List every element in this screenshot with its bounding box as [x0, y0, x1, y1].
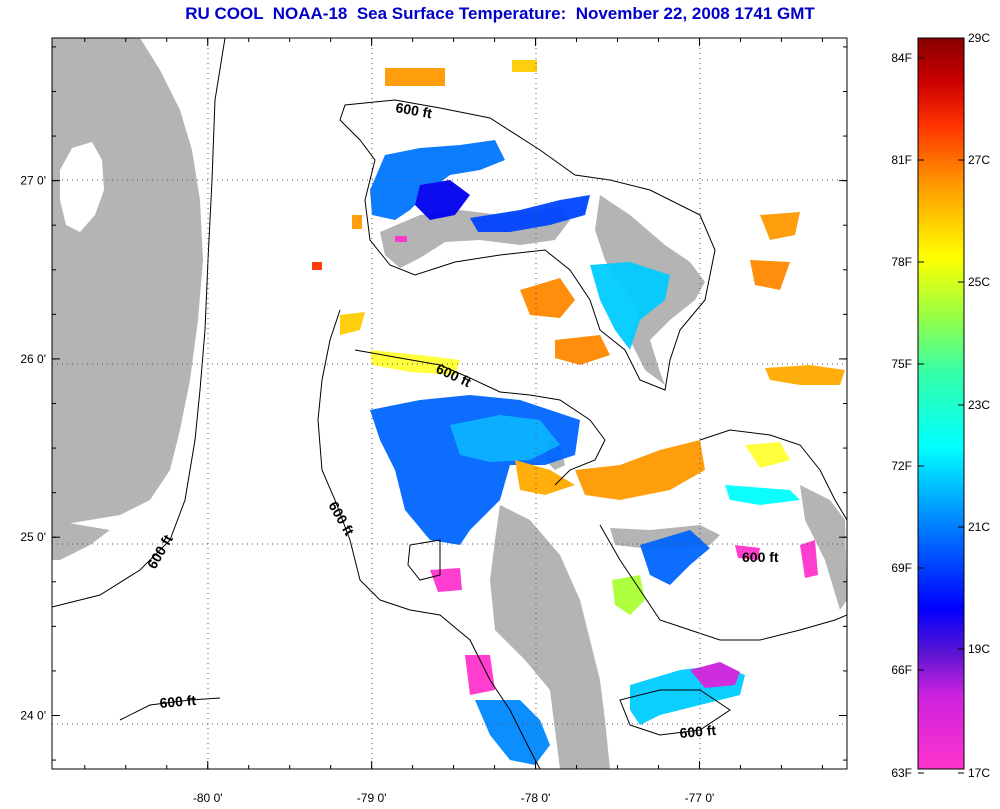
colorbar-f-label: 66F: [891, 663, 912, 677]
sst-patch: [765, 365, 845, 385]
colorbar-c-label: 29C: [968, 31, 990, 45]
sst-patch: [430, 568, 462, 592]
contour-line: [619, 689, 731, 736]
lon-tick-label: -77 0': [685, 791, 715, 805]
map-title: RU COOL NOAA-18 Sea Surface Temperature:…: [185, 4, 815, 23]
sst-patch: [352, 215, 362, 229]
contour-line: [407, 539, 441, 581]
contour-label: 600 ft: [742, 549, 779, 565]
axis-ticks: -80 0' -79 0' -78 0' -77 0' 27 0' 26 0' 25 0' 2…: [20, 38, 847, 805]
sst-patch: [475, 700, 550, 765]
land-andros: [490, 505, 610, 769]
sst-patches: [312, 60, 845, 765]
depth-contours: [52, 38, 847, 769]
colorbar-c-label: 17C: [968, 766, 990, 780]
graticule: [52, 38, 847, 769]
land-cat-island: [800, 485, 847, 610]
colorbar-c-label: 19C: [968, 642, 990, 656]
colorbar-f-label: 81F: [891, 153, 912, 167]
colorbar-f-label: 78F: [891, 255, 912, 269]
sst-patch: [760, 212, 800, 240]
contour-line: [339, 99, 716, 391]
sst-patch: [745, 442, 790, 468]
contour-label: 600 ft: [159, 692, 197, 711]
colorbar-f-label: 84F: [891, 51, 912, 65]
sst-patch: [555, 335, 610, 365]
sst-patch: [800, 540, 818, 578]
lat-tick-label: 27 0': [20, 174, 46, 188]
sst-patch: [590, 262, 670, 350]
contour-line: [317, 309, 541, 769]
colorbar-c-label: 25C: [968, 275, 990, 289]
colorbar-f-label: 63F: [891, 766, 912, 780]
sst-patch: [520, 278, 575, 318]
sst-patch: [312, 262, 322, 270]
colorbar-c-label: 27C: [968, 153, 990, 167]
contour-label: 600 ft: [679, 722, 717, 741]
lat-tick-label: 24 0': [20, 709, 46, 723]
lake-okeechobee: [60, 142, 104, 232]
sst-patch: [735, 545, 760, 560]
lon-tick-label: -79 0': [357, 791, 387, 805]
sst-patch: [450, 415, 560, 462]
contour-line: [119, 697, 221, 721]
contour-line: [599, 524, 847, 641]
sst-patch: [515, 460, 575, 495]
sst-patch: [690, 662, 740, 688]
sst-patch: [395, 236, 407, 242]
colorbar: [917, 37, 965, 770]
land-florida-keys: [52, 520, 110, 560]
colorbar-f-label: 72F: [891, 459, 912, 473]
sst-patch: [512, 60, 537, 72]
sst-patch: [415, 180, 470, 220]
colorbar-f-label: 75F: [891, 357, 912, 371]
sst-patch: [575, 440, 705, 500]
sst-patch: [340, 312, 365, 335]
lat-tick-label: 25 0': [20, 530, 46, 544]
sst-patch: [465, 655, 495, 695]
colorbar-c-label: 21C: [968, 520, 990, 534]
lon-tick-label: -80 0': [193, 791, 223, 805]
lat-tick-label: 26 0': [20, 352, 46, 366]
sst-patch: [385, 68, 445, 86]
sst-patch: [750, 260, 790, 290]
contour-label: 600 ft: [394, 99, 433, 121]
sst-patch: [470, 195, 590, 232]
contour-line: [699, 429, 847, 521]
colorbar-f-label: 69F: [891, 561, 912, 575]
colorbar-c-label: 23C: [968, 398, 990, 412]
sst-patch: [725, 485, 800, 505]
colorbar-labels: 84F 81F 78F 75F 72F 69F 66F 63F 29C 27C 25C 23C 21C 1…: [891, 31, 990, 780]
lon-tick-label: -78 0': [521, 791, 551, 805]
contour-line: [354, 349, 606, 486]
